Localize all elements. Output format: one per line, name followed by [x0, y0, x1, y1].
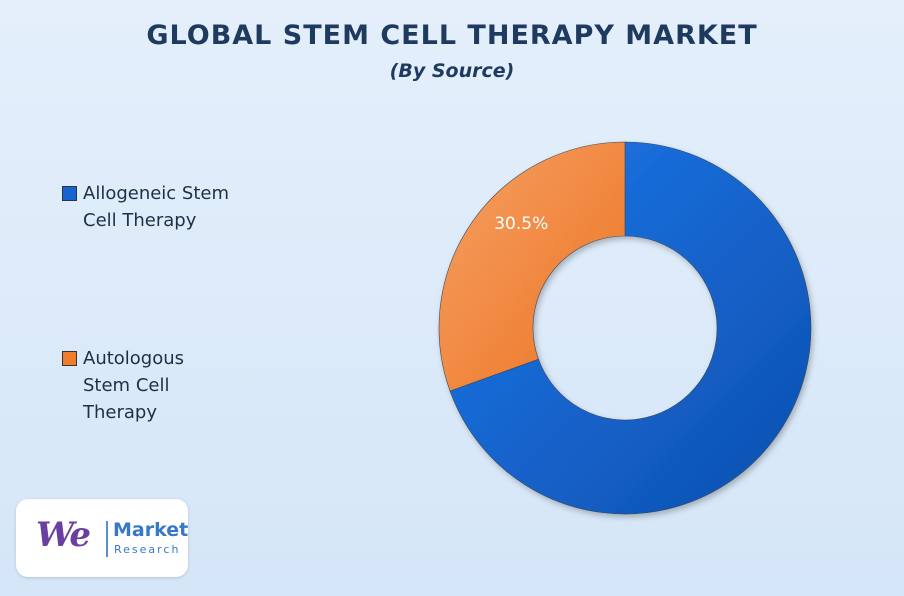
logo-divider: [106, 521, 108, 557]
company-logo: We Market Research: [16, 499, 188, 577]
chart-title: GLOBAL STEM CELL THERAPY MARKET: [146, 20, 758, 51]
logo-market-text: Market: [113, 519, 189, 541]
chart-subtitle: (By Source): [389, 60, 515, 82]
legend-swatch-allogeneic: [62, 186, 77, 201]
legend-item-allogeneic: Allogeneic Stem Cell Therapy: [62, 180, 229, 234]
legend-label-allogeneic: Allogeneic Stem Cell Therapy: [83, 183, 230, 231]
data-label-autologous: 30.5%: [494, 214, 548, 234]
donut-labels: 30.5%: [494, 214, 548, 234]
legend-label-autologous: Autologous Stem Cell Therapy: [83, 348, 185, 423]
donut-slice-allogeneic: [449, 141, 812, 515]
logo-research-text: Research: [114, 543, 181, 556]
donut-slices: [438, 141, 812, 515]
logo-we-mark: We: [36, 515, 91, 555]
donut-slice-autologous: [438, 141, 626, 392]
legend-item-autologous: Autologous Stem Cell Therapy: [62, 345, 184, 426]
legend-swatch-autologous: [62, 351, 77, 366]
